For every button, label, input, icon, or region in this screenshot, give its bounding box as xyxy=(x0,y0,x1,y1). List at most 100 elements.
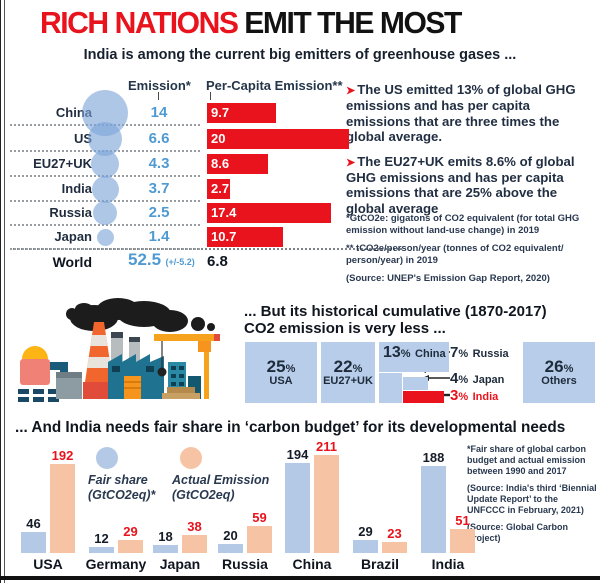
fair-share-bar xyxy=(153,545,178,553)
frame-border-left-inner xyxy=(4,0,5,583)
country-label: India xyxy=(431,556,465,572)
actual-emission-value: 23 xyxy=(387,526,402,541)
country-label: India xyxy=(61,181,92,196)
actual-emission-value: 51 xyxy=(455,513,470,528)
carbon-budget-footnote: *Fair share of global carbon budget and … xyxy=(467,444,587,476)
historical-title-line1: ... But its historical cumulative (1870-… xyxy=(244,303,547,320)
actual-emission-value: 59 xyxy=(252,510,267,525)
country-label: Japan xyxy=(54,229,92,244)
actual-emission-bar xyxy=(450,529,475,553)
frame-border-left-outer xyxy=(0,0,1,583)
page-title-rest: EMIT THE MOST xyxy=(244,5,462,40)
emission-value: 3.7 xyxy=(148,180,170,197)
key-facts: ➤ The US emitted 13% of global GHG emissi… xyxy=(346,82,596,225)
actual-emission-bar xyxy=(182,535,207,553)
emission-column-header: Emission* xyxy=(128,78,191,93)
emission-value: 1.4 xyxy=(148,228,170,245)
fair-share-legend-line2: (GtCO2eq)* xyxy=(88,488,156,502)
fair-share-bar xyxy=(89,547,114,553)
actual-emission-legend-line1: Actual Emission xyxy=(172,473,270,487)
per-capita-header-tick xyxy=(210,92,211,100)
page-title: RICH NATIONS EMIT THE MOST xyxy=(40,5,462,41)
emission-value: 6.6 xyxy=(148,130,170,147)
fair-share-bar xyxy=(218,544,243,553)
factory-illustration xyxy=(18,298,220,402)
fair-share-value: 20 xyxy=(223,528,238,543)
treemap-label: 4% Japan xyxy=(450,370,505,387)
emission-value: 14 xyxy=(150,104,168,121)
actual-emission-bar xyxy=(247,526,272,553)
actual-emission-legend-line2: (GtCO2eq) xyxy=(172,488,235,502)
treemap-block: 22% EU27+UK xyxy=(321,342,375,403)
per-capita-bar: 2.7 xyxy=(207,179,230,199)
country-label: China xyxy=(292,556,332,572)
actual-emission-bar xyxy=(382,542,407,553)
country-label: USA xyxy=(33,556,63,572)
fair-share-value: 12 xyxy=(94,531,109,546)
row-divider xyxy=(10,248,200,250)
actual-emission-bar xyxy=(50,464,75,553)
world-label: World xyxy=(52,254,92,270)
fair-share-bar xyxy=(285,463,310,553)
source-biennial-report: (Source: India's third ‘Biennial Update … xyxy=(467,482,597,515)
country-label: Russia xyxy=(222,556,268,572)
per-capita-column-header: Per-Capita Emission** xyxy=(206,78,343,93)
actual-emission-legend-swatch xyxy=(180,447,202,469)
emission-bubble xyxy=(91,150,119,178)
treemap-block xyxy=(403,377,428,390)
country-label: Brazil xyxy=(360,556,400,572)
treemap-block-india-highlight xyxy=(403,391,444,403)
per-capita-bar: 8.6 xyxy=(207,154,268,174)
historical-title-line2: CO2 emission is very less ... xyxy=(244,320,446,337)
country-label: Japan xyxy=(159,556,201,572)
country-label: US xyxy=(73,131,92,146)
actual-emission-value: 38 xyxy=(187,519,202,534)
carbon-budget-title: ... And India needs fair share in ‘carbo… xyxy=(15,419,566,436)
per-capita-bar: 20 xyxy=(207,129,349,149)
emission-bubble xyxy=(93,201,117,225)
row-divider xyxy=(10,224,200,226)
frame-border-bottom xyxy=(0,576,600,580)
fair-share-value: 18 xyxy=(158,529,173,544)
key-fact-us-text: The US emitted 13% of global GHG emissio… xyxy=(346,82,576,145)
actual-emission-legend-label: Actual Emission (GtCO2eq) xyxy=(172,473,269,503)
world-emission-tolerance: (+/-5.2) xyxy=(165,257,195,267)
actual-emission-value: 29 xyxy=(123,524,138,539)
per-capita-bar: 10.7 xyxy=(207,227,283,247)
fair-share-bar xyxy=(353,540,378,553)
country-label: China xyxy=(55,105,92,120)
fair-share-value: 188 xyxy=(422,450,445,465)
actual-emission-value: 211 xyxy=(316,439,337,454)
country-label: EU27+UK xyxy=(33,156,92,171)
emission-bubble xyxy=(96,228,114,246)
world-emission-value: 52.5 xyxy=(128,250,162,269)
per-capita-bar: 17.4 xyxy=(207,203,331,223)
world-per-capita-value: 6.8 xyxy=(207,253,228,270)
page-title-highlight: RICH NATIONS xyxy=(40,5,239,40)
fair-share-legend-label: Fair share (GtCO2eq)* xyxy=(88,473,155,503)
treemap-block: 25% USA xyxy=(245,342,317,403)
emission-value: 4.3 xyxy=(148,155,170,172)
world-emission: 52.5 (+/-5.2) xyxy=(128,250,195,270)
emission-value: 2.5 xyxy=(148,204,170,221)
key-fact-eu-text: The EU27+UK emits 8.6% of global GHG emi… xyxy=(346,153,575,216)
footnotes: *GtCO2e: gigatons of CO2 equivalent (for… xyxy=(346,213,596,290)
footnote-tco2e: ** tCO2e/person/year (tonnes of CO2 equi… xyxy=(346,242,564,266)
world-divider xyxy=(10,248,402,250)
source-global-carbon-project: (Source: Global Carbon Project) xyxy=(467,521,569,543)
per-capita-bar: 9.7 xyxy=(207,103,276,123)
fair-share-value: 194 xyxy=(286,447,309,462)
treemap-block xyxy=(379,373,402,403)
treemap-block: 13% China xyxy=(379,342,449,372)
fair-share-bar xyxy=(21,532,46,553)
country-label: Germany xyxy=(85,556,147,572)
subtitle: India is among the current big emitters … xyxy=(83,47,517,63)
treemap-label: 7% Russia xyxy=(450,344,509,361)
fair-share-value: 46 xyxy=(26,516,41,531)
arrow-bullet-icon: ➤ xyxy=(346,85,356,97)
key-fact-us: ➤ The US emitted 13% of global GHG emissi… xyxy=(346,82,596,145)
actual-emission-bar xyxy=(314,455,339,553)
emission-bubble xyxy=(91,175,119,203)
treemap-label: 3% India xyxy=(450,387,499,404)
